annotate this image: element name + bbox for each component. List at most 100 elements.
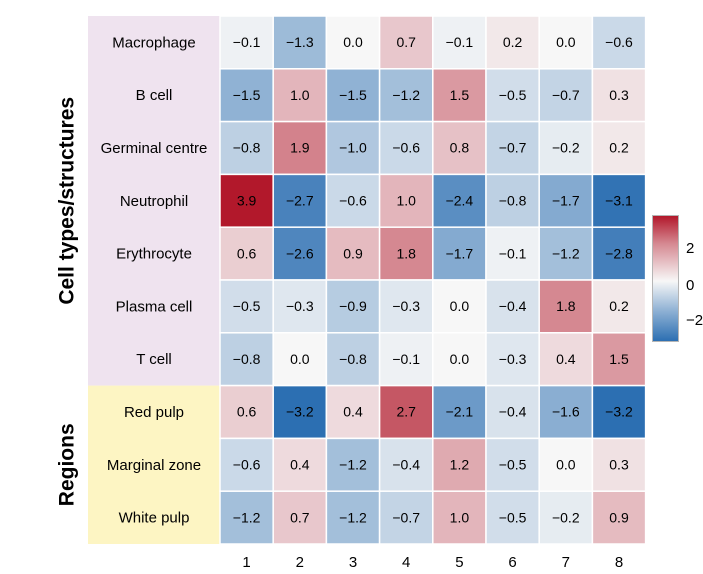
row-group-band bbox=[88, 385, 220, 544]
cell-value-label: −1.7 bbox=[446, 245, 474, 261]
cell-value-label: 1.5 bbox=[609, 351, 629, 367]
column-tick-label: 8 bbox=[615, 554, 623, 571]
cell-value-label: −0.4 bbox=[499, 298, 527, 314]
heatmap-cell bbox=[538, 15, 594, 70]
row-label: Neutrophil bbox=[120, 193, 188, 210]
cell-value-label: −0.6 bbox=[392, 140, 420, 156]
heatmap-cell bbox=[272, 173, 328, 228]
heatmap-cell bbox=[485, 384, 540, 440]
cell-value-label: −0.2 bbox=[552, 140, 580, 156]
cell-value-label: −0.8 bbox=[233, 140, 261, 156]
cell-value-label: 0.4 bbox=[343, 404, 363, 420]
cell-value-label: −1.2 bbox=[339, 509, 367, 525]
heatmap-cell bbox=[591, 279, 647, 334]
column-tick-label: 4 bbox=[402, 554, 410, 571]
cell-value-label: 0.8 bbox=[450, 140, 470, 156]
cell-value-label: −1.7 bbox=[552, 193, 580, 209]
heatmap-cell bbox=[432, 332, 487, 387]
heatmap-cell bbox=[538, 384, 594, 440]
heatmap-cell bbox=[219, 279, 274, 334]
heatmap-cell bbox=[272, 120, 328, 176]
cell-value-label: −0.4 bbox=[499, 404, 527, 420]
heatmap-cell bbox=[538, 120, 594, 176]
heatmap-cell bbox=[591, 490, 647, 545]
cell-value-label: −0.3 bbox=[499, 351, 527, 367]
heatmap-cell bbox=[325, 279, 381, 334]
heatmap-cell bbox=[272, 384, 328, 440]
row-label: Germinal centre bbox=[101, 140, 208, 157]
heatmap-cell bbox=[378, 332, 434, 387]
cell-value-label: −0.6 bbox=[339, 193, 367, 209]
row-label: B cell bbox=[136, 87, 173, 104]
cell-value-label: −0.4 bbox=[392, 457, 420, 473]
cell-value-label: −1.6 bbox=[552, 404, 580, 420]
cell-value-label: −0.3 bbox=[392, 298, 420, 314]
heatmap-cell bbox=[325, 173, 381, 228]
cell-value-label: −1.2 bbox=[552, 245, 580, 261]
column-tick-label: 6 bbox=[508, 554, 516, 571]
column-tick-label: 2 bbox=[296, 554, 304, 571]
heatmap-cell bbox=[485, 15, 540, 70]
cell-value-label: −1.3 bbox=[286, 34, 314, 50]
cell-value-label: 1.5 bbox=[450, 87, 470, 103]
row-label: Plasma cell bbox=[116, 298, 193, 315]
cell-value-label: −1.5 bbox=[233, 87, 261, 103]
cell-value-label: −0.5 bbox=[233, 298, 261, 314]
heatmap-cell bbox=[591, 226, 647, 281]
row-group-title: Regions bbox=[56, 423, 79, 506]
cell-value-label: −0.9 bbox=[339, 298, 367, 314]
cell-value-label: 0.0 bbox=[450, 298, 470, 314]
cell-value-label: −0.8 bbox=[233, 351, 261, 367]
cell-value-label: 3.9 bbox=[237, 193, 257, 209]
cell-value-label: −0.7 bbox=[552, 87, 580, 103]
heatmap-cell bbox=[485, 68, 540, 123]
heatmap-cell bbox=[378, 226, 434, 281]
cell-value-label: 0.6 bbox=[237, 404, 257, 420]
cell-value-label: 0.2 bbox=[503, 34, 523, 50]
column-tick-label: 1 bbox=[242, 554, 250, 571]
heatmap-cell bbox=[272, 332, 328, 387]
cell-value-label: 0.9 bbox=[609, 509, 629, 525]
row-label: Macrophage bbox=[112, 34, 195, 51]
heatmap-cell bbox=[538, 490, 594, 545]
row-group-band bbox=[88, 16, 220, 386]
cell-value-label: 0.0 bbox=[556, 457, 576, 473]
cell-value-label: 1.8 bbox=[396, 245, 416, 261]
cell-value-label: −0.6 bbox=[605, 34, 633, 50]
heatmap-cell bbox=[378, 68, 434, 123]
cell-value-label: −0.1 bbox=[392, 351, 420, 367]
heatmap-cell bbox=[591, 15, 647, 70]
heatmap-cell bbox=[272, 68, 328, 123]
cell-value-label: −3.2 bbox=[286, 404, 314, 420]
cell-value-label: −1.5 bbox=[339, 87, 367, 103]
cell-value-label: 0.4 bbox=[556, 351, 576, 367]
cell-value-label: −1.2 bbox=[233, 509, 261, 525]
cell-value-label: 0.7 bbox=[396, 34, 416, 50]
heatmap-cell bbox=[591, 68, 647, 123]
row-label: White pulp bbox=[119, 510, 190, 527]
cell-value-label: −2.7 bbox=[286, 193, 314, 209]
heatmap-cell bbox=[485, 173, 540, 228]
heatmap-cell bbox=[432, 15, 487, 70]
cell-value-label: 0.3 bbox=[609, 87, 629, 103]
column-tick-label: 7 bbox=[562, 554, 570, 571]
cell-value-label: 0.0 bbox=[343, 34, 363, 50]
cell-value-label: −0.1 bbox=[233, 34, 261, 50]
cell-value-label: 1.9 bbox=[290, 140, 310, 156]
heatmap-cell bbox=[538, 279, 594, 334]
heatmap-cell bbox=[485, 332, 540, 387]
cell-value-label: −2.6 bbox=[286, 245, 314, 261]
heatmap-cell bbox=[272, 437, 328, 492]
heatmap-cell bbox=[219, 332, 274, 387]
row-label: Erythrocyte bbox=[116, 246, 192, 263]
row-label: Red pulp bbox=[124, 404, 184, 421]
cell-value-label: 0.6 bbox=[237, 245, 257, 261]
legend-tick-label: −2 bbox=[686, 312, 703, 329]
cell-value-label: −0.5 bbox=[499, 457, 527, 473]
cell-value-label: −0.6 bbox=[233, 457, 261, 473]
cell-value-label: 0.3 bbox=[609, 457, 629, 473]
cell-value-label: −2.1 bbox=[446, 404, 474, 420]
legend-tick-label: 0 bbox=[686, 277, 694, 294]
cell-value-label: 0.0 bbox=[556, 34, 576, 50]
cell-value-label: 0.2 bbox=[609, 298, 629, 314]
